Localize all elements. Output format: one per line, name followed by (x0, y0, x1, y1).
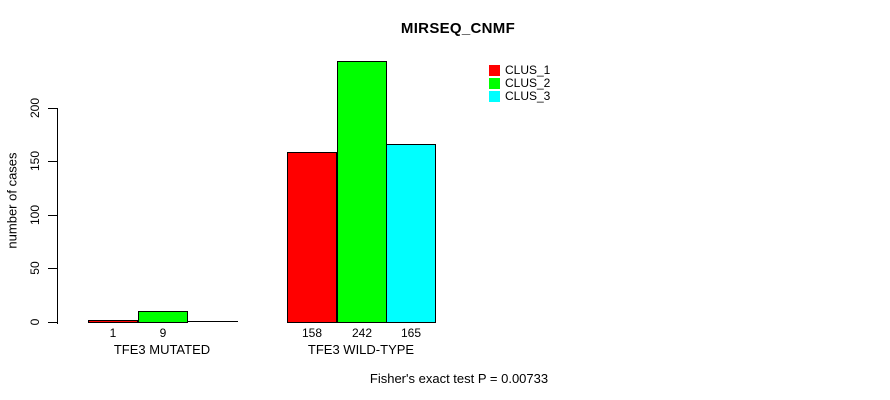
bar-clus-1-tfe3-wild-type (287, 152, 337, 323)
bar-clus-2-tfe3-mutated (138, 311, 188, 323)
y-axis-tick-label: 50 (28, 261, 42, 275)
category-label-tfe3-wild-type: TFE3 WILD-TYPE (307, 342, 415, 357)
y-axis-tick-label: 0 (28, 318, 42, 326)
legend-swatch-clus-1-icon (489, 65, 500, 76)
legend-item-clus-2: CLUS_2 (489, 77, 550, 90)
bar-value-label: 9 (159, 326, 167, 340)
y-axis-tick-label: 100 (28, 204, 42, 226)
y-axis-tick-label: 150 (28, 150, 42, 172)
bar-value-label: 158 (301, 326, 323, 340)
y-axis-line (57, 108, 58, 324)
y-axis-tick (48, 108, 57, 109)
y-axis-tick-label: 200 (28, 97, 42, 119)
category-label-tfe3-mutated: TFE3 MUTATED (113, 342, 211, 357)
bar-value-label: 242 (351, 326, 373, 340)
y-axis-tick (48, 161, 57, 162)
bar-clus-2-tfe3-wild-type (337, 61, 387, 323)
bar-value-label: 165 (400, 326, 422, 340)
legend-swatch-clus-3-icon (489, 91, 500, 102)
legend-item-clus-3: CLUS_3 (489, 90, 550, 103)
bar-clus-3-tfe3-wild-type (386, 144, 436, 323)
y-axis-tick (48, 215, 57, 216)
chart-title: MIRSEQ_CNMF (400, 20, 516, 37)
bar-value-label: 1 (109, 326, 117, 340)
bar-clus-3-tfe3-mutated (187, 321, 238, 322)
legend-label-clus-3: CLUS_3 (505, 89, 551, 103)
legend-item-clus-1: CLUS_1 (489, 64, 550, 77)
legend-label-clus-2: CLUS_2 (505, 76, 551, 90)
legend: CLUS_1 CLUS_2 CLUS_3 (489, 64, 550, 103)
y-axis-tick (48, 322, 57, 323)
legend-label-clus-1: CLUS_1 (505, 63, 551, 77)
legend-swatch-clus-2-icon (489, 78, 500, 89)
bar-clus-1-tfe3-mutated (88, 320, 138, 323)
y-axis-tick (48, 268, 57, 269)
fisher-test-annotation: Fisher's exact test P = 0.00733 (369, 371, 549, 386)
